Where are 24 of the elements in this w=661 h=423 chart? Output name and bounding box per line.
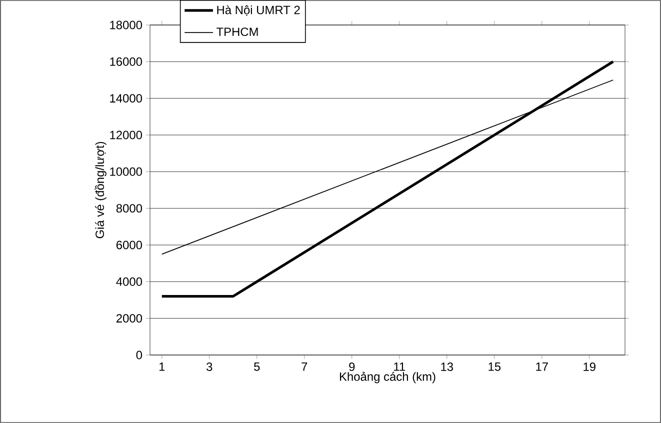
y-tick-label: 12000	[110, 130, 142, 140]
x-tick-label: 19	[584, 362, 596, 371]
legend-label: Hà Nội UMRT 2	[217, 5, 300, 16]
y-tick-label: 16000	[110, 57, 142, 66]
y-axis-title: Giá vé (đồng/lượt)	[94, 142, 106, 238]
x-tick-label: 3	[206, 362, 212, 371]
y-tick-label: 14000	[110, 94, 142, 103]
y-tick-label: 18000	[110, 20, 142, 30]
x-tick-label: 1	[159, 362, 165, 371]
x-tick-label: 5	[254, 362, 260, 371]
y-tick-label: 6000	[116, 240, 142, 250]
x-tick-label: 15	[488, 362, 501, 371]
x-tick-label: 17	[536, 362, 548, 371]
y-tick-label: 10000	[110, 167, 142, 176]
x-tick-label: 11	[394, 362, 405, 371]
y-tick-label: 4000	[116, 277, 142, 286]
x-tick-label: 13	[441, 362, 453, 371]
x-tick-label: 7	[302, 362, 308, 371]
y-tick-label: 8000	[116, 204, 142, 213]
x-tick-label: 9	[349, 362, 355, 371]
y-tick-label: 0	[136, 350, 142, 360]
x-axis-title: Khoảng cách (km)	[340, 372, 436, 384]
legend-label: TPHCM	[216, 28, 258, 36]
y-tick-label: 2000	[116, 314, 142, 323]
